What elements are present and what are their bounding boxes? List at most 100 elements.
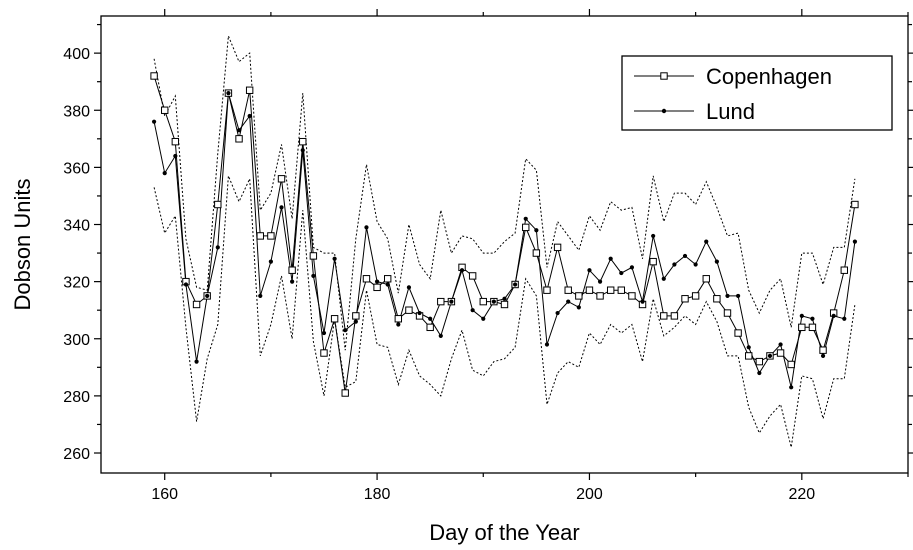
legend-label-copenhagen: Copenhagen — [706, 64, 832, 89]
data-point-copenhagen — [500, 300, 509, 309]
data-point-copenhagen — [341, 389, 349, 397]
legend-label-lund: Lund — [706, 99, 755, 124]
data-point-copenhagen — [150, 72, 158, 80]
legend: Copenhagen Lund — [621, 55, 893, 131]
data-point-copenhagen — [299, 137, 307, 146]
data-point-lund — [651, 233, 656, 239]
data-point-lund — [746, 345, 751, 350]
data-point-lund — [852, 239, 858, 244]
data-point-lund — [205, 293, 210, 299]
series-layer — [150, 35, 859, 448]
data-point-lund — [810, 316, 815, 321]
data-point-copenhagen — [585, 286, 594, 294]
data-point-lund — [820, 353, 826, 358]
data-point-copenhagen — [532, 249, 541, 257]
data-point-lund — [481, 316, 486, 321]
axes-layer: 160 180 200 220 260 280 300 320 340 360 380 400 — [63, 9, 913, 503]
data-point-copenhagen — [479, 297, 487, 306]
data-point-lund — [597, 279, 603, 284]
y-tick-label: 400 — [63, 46, 90, 63]
data-point-lund — [406, 285, 412, 290]
data-point-copenhagen — [437, 297, 445, 306]
uncertainty-bound-line-3 — [153, 175, 856, 448]
data-point-lund — [343, 328, 348, 333]
data-point-copenhagen — [787, 360, 795, 369]
data-point-copenhagen — [267, 232, 275, 240]
data-point-copenhagen — [352, 312, 360, 320]
data-point-lund — [767, 353, 773, 358]
data-point-lund — [290, 279, 295, 284]
data-point-lund — [311, 273, 316, 279]
data-point-copenhagen — [522, 223, 530, 232]
data-point-copenhagen — [798, 323, 806, 332]
y-axis-title: Dobson Units — [10, 178, 35, 310]
data-point-lund — [619, 270, 624, 276]
data-point-lund — [226, 91, 231, 96]
data-point-lund — [544, 342, 550, 347]
data-point-copenhagen — [161, 106, 169, 114]
data-point-lund — [162, 170, 167, 176]
data-point-lund — [194, 359, 199, 364]
data-point-copenhagen — [575, 292, 583, 300]
data-point-lund — [608, 256, 613, 261]
data-point-lund — [661, 276, 666, 281]
data-point-lund — [704, 239, 709, 244]
data-point-lund — [502, 296, 507, 301]
data-point-lund — [321, 330, 327, 336]
data-point-lund — [693, 262, 698, 267]
data-point-copenhagen — [405, 306, 413, 314]
data-point-copenhagen — [564, 286, 572, 294]
data-point-lund — [842, 316, 847, 321]
data-point-copenhagen — [702, 275, 710, 283]
data-point-lund — [799, 313, 804, 319]
legend-box — [621, 55, 893, 131]
data-point-lund — [396, 322, 401, 327]
data-point-lund — [268, 259, 273, 264]
y-tick-label: 380 — [63, 103, 90, 120]
data-point-copenhagen — [606, 286, 615, 294]
legend-marker-lund — [661, 108, 667, 114]
data-point-copenhagen — [320, 349, 328, 357]
data-point-copenhagen — [362, 275, 371, 283]
data-point-copenhagen — [596, 292, 604, 300]
data-point-copenhagen — [543, 286, 551, 294]
data-point-copenhagen — [330, 315, 339, 323]
data-point-copenhagen — [245, 86, 254, 94]
data-point-lund — [714, 259, 719, 264]
data-point-lund — [332, 256, 337, 261]
y-tick-label: 320 — [63, 275, 90, 292]
data-point-lund — [566, 299, 571, 304]
data-point-copenhagen — [192, 300, 201, 309]
data-point-lund — [385, 282, 390, 287]
data-point-copenhagen — [808, 323, 817, 332]
x-tick-label: 200 — [576, 486, 603, 503]
data-point-lund — [247, 113, 252, 119]
y-tick-label: 280 — [63, 389, 90, 406]
data-point-copenhagen — [713, 295, 721, 303]
data-point-lund — [725, 293, 730, 299]
data-point-copenhagen — [681, 295, 689, 303]
data-point-lund — [428, 316, 433, 321]
data-point-lund — [300, 148, 305, 153]
data-point-copenhagen — [851, 200, 859, 209]
data-point-copenhagen — [277, 175, 286, 183]
data-point-lund — [629, 265, 635, 270]
data-point-lund — [215, 245, 220, 250]
y-tick-label: 360 — [63, 160, 90, 177]
data-point-lund — [279, 205, 284, 210]
data-point-copenhagen — [776, 349, 785, 357]
data-point-lund — [258, 293, 263, 299]
data-point-lund — [183, 282, 189, 287]
data-point-lund — [555, 310, 560, 316]
plot-frame — [100, 15, 909, 474]
data-point-lund — [449, 299, 454, 304]
data-point-copenhagen — [426, 323, 434, 332]
data-point-lund — [576, 305, 581, 310]
data-point-lund — [459, 268, 465, 273]
data-point-lund — [491, 299, 496, 304]
data-point-copenhagen — [383, 275, 392, 283]
data-point-copenhagen — [235, 135, 243, 143]
data-point-lund — [374, 279, 380, 284]
y-tick-label: 300 — [63, 332, 90, 349]
x-axis-title: Day of the Year — [429, 520, 579, 545]
